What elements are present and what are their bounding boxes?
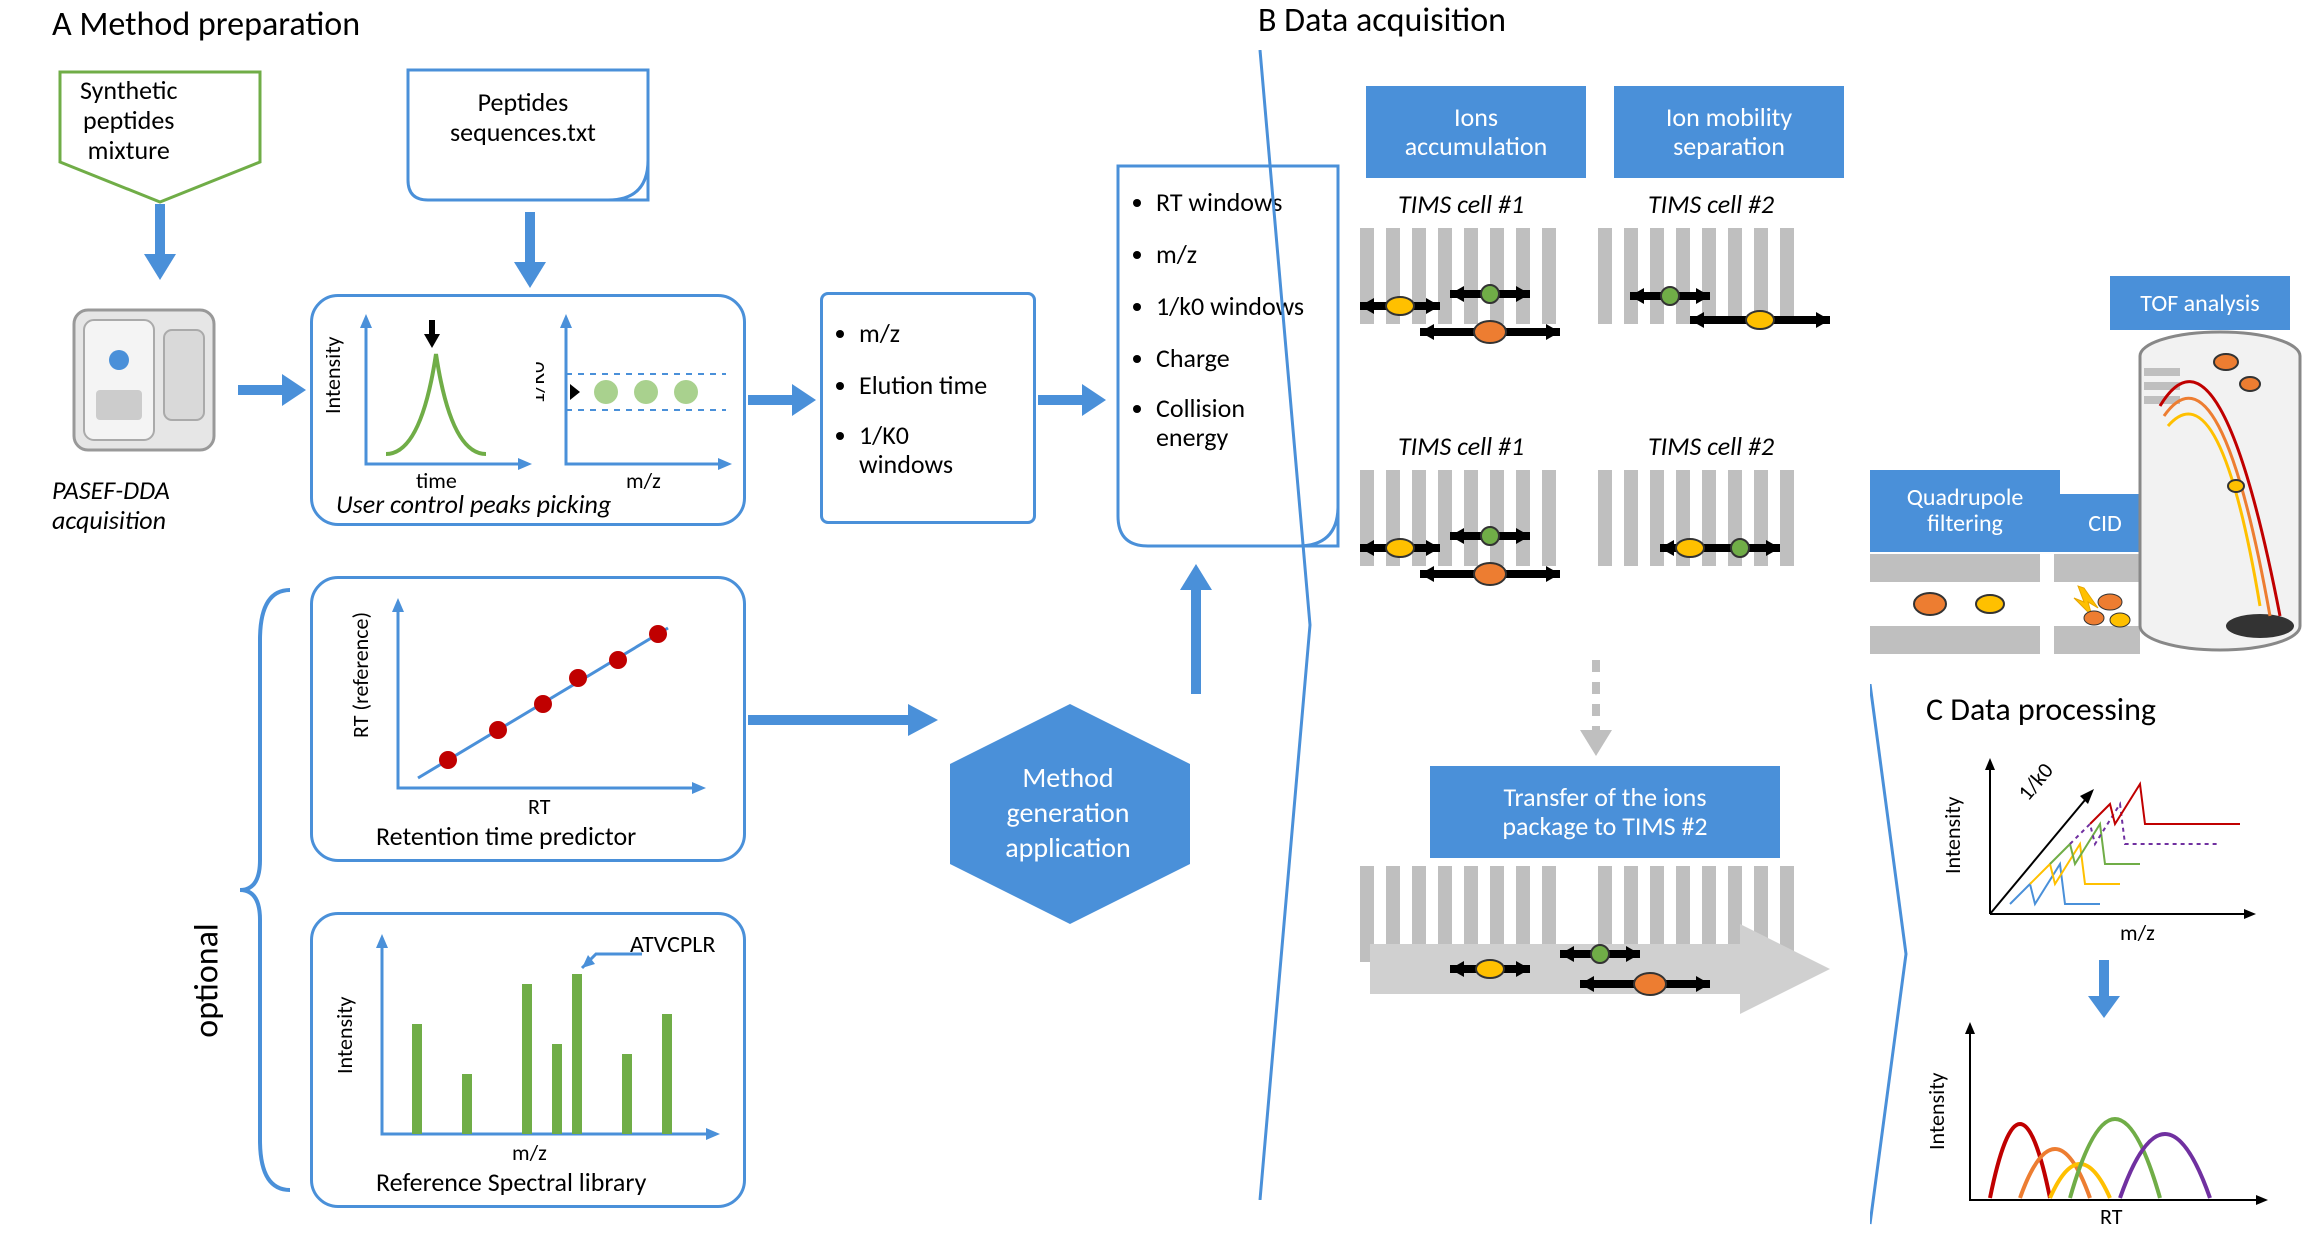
tims1b: TIMS cell #1 xyxy=(1398,430,1524,462)
ions-accum-box: Ions accumulation xyxy=(1366,86,1586,178)
section-a-title: A Method preparation xyxy=(52,4,360,45)
arrow-peaks-mid xyxy=(748,380,818,420)
arrow-rt-hex xyxy=(748,700,948,740)
arrow-hex-right xyxy=(1176,560,1216,700)
svg-text:Intensity: Intensity xyxy=(1939,796,1966,874)
tims-row2 xyxy=(1360,470,1794,566)
optional-label: optional xyxy=(187,923,228,1037)
ion-mob-box: Ion mobility separation xyxy=(1614,86,1844,178)
optional-brace xyxy=(230,580,300,1200)
section-divider xyxy=(1250,50,1340,1200)
arrow-syn-pasef xyxy=(140,204,180,284)
hex-text: Method generation application xyxy=(968,760,1168,865)
proc-3d-chart: m/z Intensity 1/k0 xyxy=(1920,734,2280,964)
tims1a: TIMS cell #1 xyxy=(1398,188,1524,220)
svg-text:1/K0: 1/K0 xyxy=(536,362,550,404)
svg-text:1/k0: 1/k0 xyxy=(2012,757,2059,806)
tims-transfer xyxy=(1360,866,1794,962)
svg-text:RT: RT xyxy=(528,793,551,820)
peptide-file-label: Peptides sequences.txt xyxy=(450,88,596,148)
pasef-label: PASEF-DDA acquisition xyxy=(52,476,170,536)
quad-icon xyxy=(1870,554,2040,654)
spectral-label: Reference Spectral library xyxy=(376,1166,646,1198)
tof-icon xyxy=(2130,326,2302,656)
section-c-title: C Data processing xyxy=(1926,690,2156,729)
svg-text:m/z: m/z xyxy=(2120,919,2155,946)
arrow-inst-peaks xyxy=(238,370,308,410)
rt-label: Retention time predictor xyxy=(376,820,636,852)
peaks-mobility-chart: 1/K0 m/z xyxy=(536,304,736,494)
peaks-label: User control peaks picking xyxy=(336,488,611,520)
instrument-icon xyxy=(54,290,234,470)
svg-text:m/z: m/z xyxy=(512,1139,547,1166)
section-b-title: B Data acquisition xyxy=(1258,0,1506,41)
svg-text:RT (reference): RT (reference) xyxy=(348,612,374,738)
spectral-chart: Intensity m/z xyxy=(332,924,732,1174)
svg-text:Intensity: Intensity xyxy=(1923,1072,1950,1150)
mid-i3: 1/K0 windows xyxy=(859,421,1033,478)
peaks-intensity-chart: Intensity time xyxy=(326,304,536,494)
synthetic-label: Synthetic peptides mixture xyxy=(80,76,177,166)
arrow-transfer-down xyxy=(1576,660,1616,760)
mid-list-box: m/z Elution time 1/K0 windows xyxy=(820,292,1036,524)
spectral-pep: ATVCPLR xyxy=(630,930,715,959)
proc-rt-chart: Intensity RT xyxy=(1920,1010,2280,1230)
rt-chart: RT (reference) RT xyxy=(348,588,718,828)
cid-icon xyxy=(2054,554,2140,654)
tims-row1 xyxy=(1360,228,1794,324)
transfer-box: Transfer of the ions package to TIMS #2 xyxy=(1430,766,1780,858)
mid-i2: Elution time xyxy=(859,369,1033,401)
quad-box: Quadrupole filtering xyxy=(1870,470,2060,552)
svg-text:Intensity: Intensity xyxy=(332,996,358,1074)
svg-text:RT: RT xyxy=(2100,1203,2123,1230)
mid-i1: m/z xyxy=(859,317,1033,349)
svg-text:m/z: m/z xyxy=(626,467,661,494)
svg-text:Intensity: Intensity xyxy=(326,336,346,414)
tims2b: TIMS cell #2 xyxy=(1648,430,1774,462)
tims2a: TIMS cell #2 xyxy=(1648,188,1774,220)
arrow-mid-right xyxy=(1038,380,1108,420)
arrow-file-peaks xyxy=(510,212,550,292)
tof-label: TOF analysis xyxy=(2110,276,2290,330)
